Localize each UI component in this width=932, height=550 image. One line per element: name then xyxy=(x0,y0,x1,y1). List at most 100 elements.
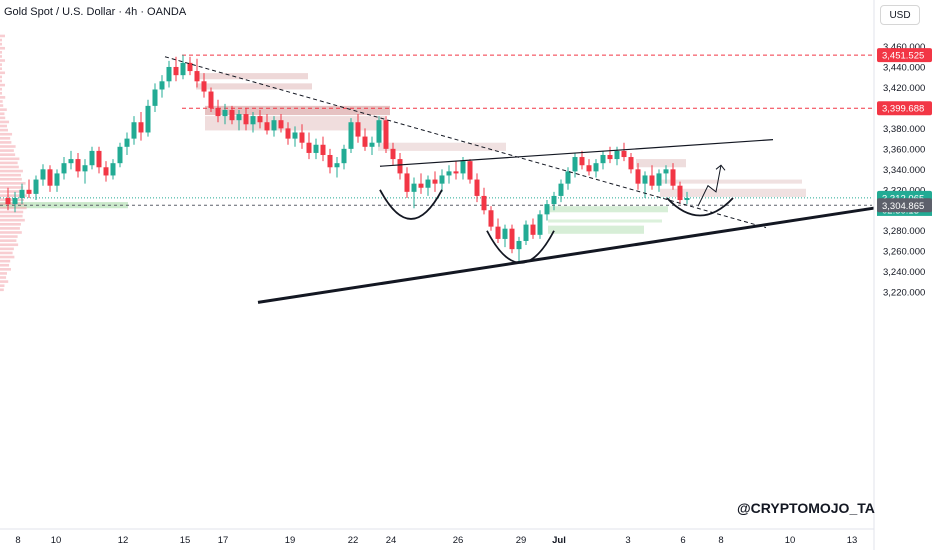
candle-body[interactable] xyxy=(649,175,655,186)
candle-body[interactable] xyxy=(390,148,396,160)
candle-body[interactable] xyxy=(257,116,263,123)
candle-body[interactable] xyxy=(432,179,438,184)
candle-body[interactable] xyxy=(166,66,172,82)
candle-body[interactable] xyxy=(572,157,578,172)
candle-body[interactable] xyxy=(54,173,60,186)
candle-body[interactable] xyxy=(614,150,620,160)
candle-body[interactable] xyxy=(334,163,340,168)
candle-body[interactable] xyxy=(642,175,648,184)
candle-body[interactable] xyxy=(173,66,179,76)
projection-path[interactable] xyxy=(697,165,722,207)
candle-body[interactable] xyxy=(425,179,431,188)
candle-body[interactable] xyxy=(369,142,375,147)
rounded-bottom-arc[interactable] xyxy=(379,189,443,220)
candle-body[interactable] xyxy=(292,132,298,139)
candle-body[interactable] xyxy=(110,163,116,176)
candle-body[interactable] xyxy=(467,161,473,180)
candle-body[interactable] xyxy=(530,224,536,235)
rounded-bottom-arc[interactable] xyxy=(486,230,555,264)
price-tag[interactable] xyxy=(877,48,932,63)
candle-body[interactable] xyxy=(383,120,389,149)
candle-body[interactable] xyxy=(600,154,606,164)
candle-body[interactable] xyxy=(75,159,81,172)
candle-body[interactable] xyxy=(229,109,235,121)
candle-body[interactable] xyxy=(208,91,214,108)
candle-body[interactable] xyxy=(313,144,319,153)
candle-body[interactable] xyxy=(453,171,459,174)
candle-body[interactable] xyxy=(348,122,354,149)
candle-body[interactable] xyxy=(103,167,109,176)
candle-body[interactable] xyxy=(488,210,494,227)
candle-body[interactable] xyxy=(68,159,74,164)
candle-body[interactable] xyxy=(180,62,186,76)
candle-body[interactable] xyxy=(558,183,564,196)
candle-body[interactable] xyxy=(418,183,424,188)
candle-body[interactable] xyxy=(194,71,200,82)
candle-body[interactable] xyxy=(19,189,25,198)
candle-body[interactable] xyxy=(278,120,284,129)
candle-body[interactable] xyxy=(285,128,291,139)
candle-body[interactable] xyxy=(96,150,102,168)
candle-body[interactable] xyxy=(621,150,627,158)
candle-body[interactable] xyxy=(61,163,67,174)
resistance-trendline[interactable] xyxy=(379,139,774,167)
candle-body[interactable] xyxy=(607,154,613,160)
candle-body[interactable] xyxy=(215,107,221,117)
candle-body[interactable] xyxy=(159,81,165,90)
candle-body[interactable] xyxy=(355,122,361,137)
candle-body[interactable] xyxy=(502,228,508,239)
candle-body[interactable] xyxy=(26,189,32,194)
ascending-support-line[interactable] xyxy=(257,205,881,304)
candle-body[interactable] xyxy=(677,185,683,201)
candle-body[interactable] xyxy=(397,159,403,174)
candle-body[interactable] xyxy=(243,114,249,125)
candle-body[interactable] xyxy=(376,120,382,143)
candle-body[interactable] xyxy=(474,179,480,196)
candle-body[interactable] xyxy=(523,224,529,241)
candles[interactable] xyxy=(5,54,690,262)
annotations[interactable] xyxy=(164,56,881,304)
candle-body[interactable] xyxy=(187,62,193,72)
descending-trendline[interactable] xyxy=(164,56,767,229)
candle-body[interactable] xyxy=(362,136,368,147)
candle-body[interactable] xyxy=(5,197,11,205)
candle-body[interactable] xyxy=(446,171,452,176)
candle-body[interactable] xyxy=(439,175,445,184)
candle-body[interactable] xyxy=(306,142,312,153)
candle-body[interactable] xyxy=(670,169,676,186)
candle-body[interactable] xyxy=(138,122,144,133)
candle-body[interactable] xyxy=(82,165,88,172)
candle-body[interactable] xyxy=(250,116,256,125)
candle-body[interactable] xyxy=(222,109,228,117)
candle-body[interactable] xyxy=(299,132,305,143)
candle-body[interactable] xyxy=(236,114,242,121)
candle-body[interactable] xyxy=(201,81,207,92)
candle-body[interactable] xyxy=(327,154,333,168)
candle-body[interactable] xyxy=(579,157,585,166)
candle-body[interactable] xyxy=(117,146,123,164)
candle-body[interactable] xyxy=(481,195,487,211)
candle-body[interactable] xyxy=(509,228,515,250)
candle-body[interactable] xyxy=(404,173,410,192)
candle-body[interactable] xyxy=(544,204,550,215)
candle-body[interactable] xyxy=(635,169,641,184)
candle-body[interactable] xyxy=(12,197,18,205)
candle-body[interactable] xyxy=(628,157,634,170)
currency-button[interactable]: USD xyxy=(880,5,920,25)
candle-body[interactable] xyxy=(495,226,501,239)
candle-body[interactable] xyxy=(40,169,46,180)
candle-body[interactable] xyxy=(537,214,543,235)
candle-body[interactable] xyxy=(586,165,592,172)
candle-body[interactable] xyxy=(411,183,417,192)
candle-body[interactable] xyxy=(551,195,557,205)
candle-body[interactable] xyxy=(684,197,690,201)
candle-body[interactable] xyxy=(152,89,158,106)
candle-body[interactable] xyxy=(131,122,137,139)
candle-body[interactable] xyxy=(47,169,53,186)
candle-body[interactable] xyxy=(264,122,270,131)
candle-body[interactable] xyxy=(656,173,662,186)
candle-body[interactable] xyxy=(320,144,326,155)
